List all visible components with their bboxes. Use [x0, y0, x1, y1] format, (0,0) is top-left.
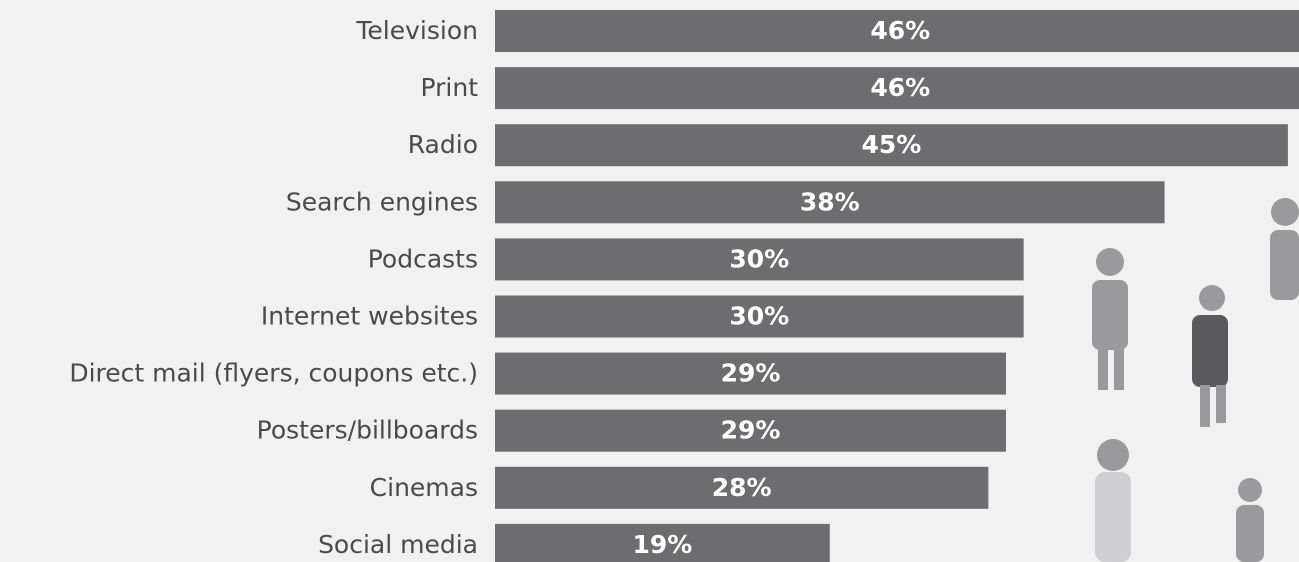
value-label: 29% [721, 359, 781, 388]
value-label: 45% [862, 130, 922, 159]
bar [495, 181, 1165, 224]
illustration [1092, 198, 1299, 562]
category-label: Television [355, 16, 478, 45]
category-label: Search engines [286, 187, 478, 216]
bar [495, 409, 1006, 452]
bar [495, 466, 989, 509]
category-label: Podcasts [368, 244, 478, 273]
bar [495, 295, 1024, 338]
value-label: 29% [721, 416, 781, 445]
category-label: Direct mail (flyers, coupons etc.) [69, 359, 478, 388]
bar [495, 10, 1299, 52]
bar [495, 124, 1288, 167]
category-label: Print [420, 73, 478, 102]
value-label: 46% [870, 16, 930, 45]
value-label: 30% [729, 244, 789, 273]
category-label: Posters/billboards [257, 416, 478, 445]
category-label: Social media [318, 530, 478, 559]
category-label: Internet websites [261, 302, 478, 331]
bar [495, 238, 1024, 281]
value-label: 30% [729, 302, 789, 331]
bar [495, 67, 1299, 110]
category-label: Cinemas [370, 473, 478, 502]
category-label: Radio [408, 130, 478, 159]
bar [495, 523, 830, 562]
value-label: 46% [870, 73, 930, 102]
value-label: 38% [800, 187, 860, 216]
bar [495, 352, 1006, 395]
value-label: 28% [712, 473, 772, 502]
value-label: 19% [632, 530, 692, 559]
